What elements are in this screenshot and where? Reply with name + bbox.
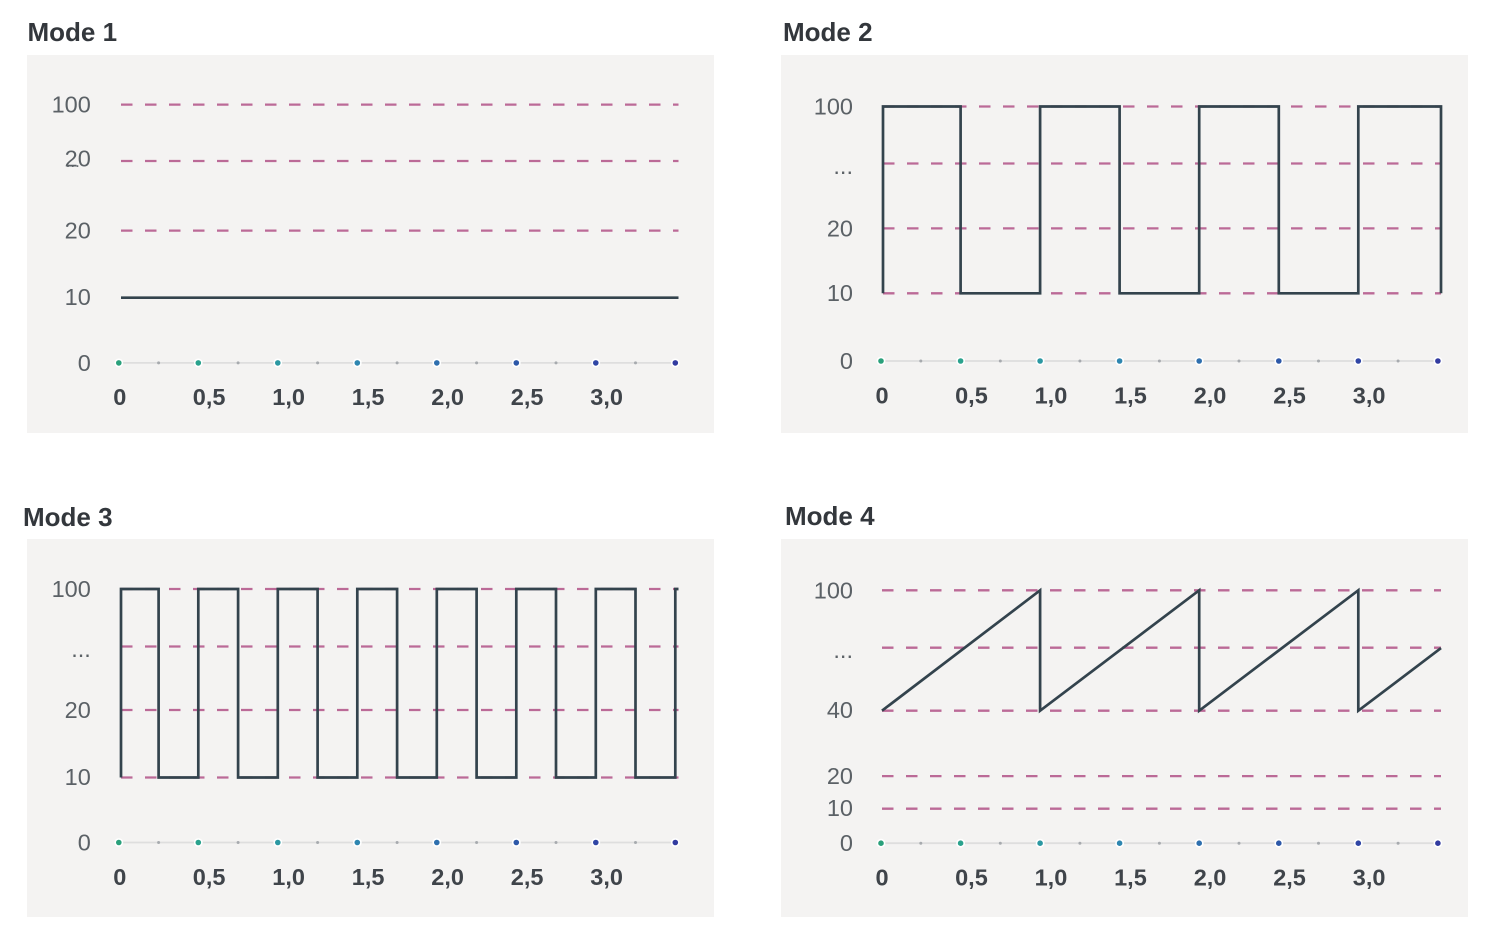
svg-text:...: ... [71, 636, 91, 662]
svg-text:0: 0 [876, 382, 889, 408]
svg-text:20: 20 [65, 218, 91, 244]
svg-text:100: 100 [814, 94, 853, 120]
svg-text:10: 10 [65, 764, 91, 790]
svg-text:1,0: 1,0 [1035, 382, 1068, 408]
svg-text:0: 0 [78, 350, 91, 376]
svg-text:0: 0 [840, 830, 853, 856]
svg-text:3,0: 3,0 [1353, 865, 1386, 891]
svg-text:0: 0 [113, 384, 126, 410]
svg-text:0: 0 [78, 830, 91, 856]
svg-text:1,5: 1,5 [352, 384, 385, 410]
svg-text:1,5: 1,5 [352, 864, 385, 890]
svg-text:...: ... [833, 637, 853, 663]
svg-text:10: 10 [827, 795, 853, 821]
svg-text:2,0: 2,0 [431, 384, 464, 410]
svg-text:0: 0 [113, 864, 126, 890]
svg-text:...: ... [833, 153, 853, 179]
svg-text:100: 100 [52, 92, 91, 118]
svg-text:20: 20 [827, 215, 853, 241]
svg-text:100: 100 [814, 577, 853, 603]
svg-text:1,5: 1,5 [1114, 865, 1147, 891]
svg-text:20: 20 [65, 697, 91, 723]
svg-text:0: 0 [876, 865, 889, 891]
svg-text:1,0: 1,0 [272, 864, 305, 890]
svg-text:3,0: 3,0 [1353, 382, 1386, 408]
svg-text:0,5: 0,5 [955, 865, 988, 891]
svg-text:1,0: 1,0 [1035, 865, 1068, 891]
svg-text:2,5: 2,5 [511, 864, 544, 890]
svg-text:100: 100 [52, 576, 91, 602]
svg-text:3,0: 3,0 [590, 864, 623, 890]
svg-text:1,5: 1,5 [1114, 382, 1147, 408]
svg-text:2,0: 2,0 [1194, 865, 1227, 891]
svg-text:3,0: 3,0 [590, 384, 623, 410]
svg-text:2,0: 2,0 [431, 864, 464, 890]
svg-text:10: 10 [65, 284, 91, 310]
svg-text:2,5: 2,5 [1273, 865, 1306, 891]
svg-text:0: 0 [840, 348, 853, 374]
svg-text:2,0: 2,0 [1194, 382, 1227, 408]
svg-text:20: 20 [827, 763, 853, 789]
svg-text:...: ... [66, 152, 80, 171]
svg-text:2,5: 2,5 [511, 384, 544, 410]
svg-text:0,5: 0,5 [193, 384, 226, 410]
svg-text:2,5: 2,5 [1273, 382, 1306, 408]
svg-text:1,0: 1,0 [272, 384, 305, 410]
svg-text:0,5: 0,5 [955, 382, 988, 408]
svg-text:0,5: 0,5 [193, 864, 226, 890]
svg-text:20: 20 [65, 146, 91, 172]
svg-text:40: 40 [827, 697, 853, 723]
svg-text:10: 10 [827, 280, 853, 306]
